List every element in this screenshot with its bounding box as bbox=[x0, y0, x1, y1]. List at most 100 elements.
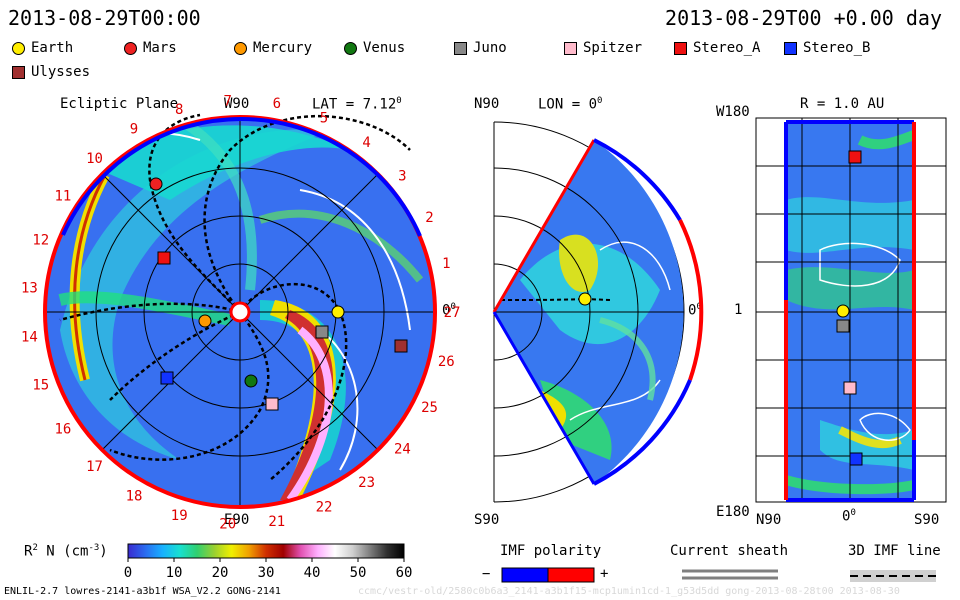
stereo-a-marker-icon bbox=[674, 41, 687, 55]
hour-label: 5 bbox=[320, 110, 328, 126]
meridional-panel bbox=[492, 121, 704, 503]
legend-ulysses: Ulysses bbox=[12, 64, 90, 80]
imf-line-title: 3D IMF line bbox=[848, 543, 941, 559]
map-x-mid-label: 00 bbox=[842, 508, 856, 525]
ulysses-marker-icon bbox=[12, 65, 25, 79]
map-r-label: R = 1.0 AU bbox=[800, 96, 885, 112]
colorbar-tick-label: 20 bbox=[212, 565, 229, 581]
map-x-left-label: N90 bbox=[756, 512, 782, 528]
map-top-left-label: W180 bbox=[716, 104, 750, 120]
legend-venus: Venus bbox=[344, 40, 405, 56]
imf-polarity-title: IMF polarity bbox=[500, 543, 602, 559]
run-path: ccmc/vestr-old/2580c0b6a3_2141-a3b1f15-m… bbox=[358, 586, 900, 597]
hour-label: 14 bbox=[21, 330, 38, 346]
legend-stereo-b: Stereo_B bbox=[784, 40, 870, 56]
hour-label: 10 bbox=[86, 151, 103, 167]
hour-label: 6 bbox=[273, 96, 281, 112]
earth-marker-icon bbox=[12, 41, 25, 55]
venus-marker-icon bbox=[344, 41, 357, 55]
map-panel bbox=[755, 117, 947, 503]
colorbar-tick-label: 30 bbox=[258, 565, 275, 581]
stereo-b-marker bbox=[160, 371, 174, 385]
meridional-top-label: N90 bbox=[474, 96, 500, 112]
map-mid-left-label: 1 bbox=[734, 302, 743, 318]
venus-marker bbox=[244, 374, 258, 388]
colorbar-strip bbox=[127, 543, 405, 559]
hour-label: 11 bbox=[54, 189, 71, 205]
hour-label: 18 bbox=[126, 489, 143, 505]
legend-stereo-a: Stereo_A bbox=[674, 40, 760, 56]
spitzer-marker bbox=[265, 397, 279, 411]
hour-label: 20 bbox=[219, 517, 236, 533]
hour-label: 7 bbox=[223, 93, 231, 109]
meridional-bottom-label: S90 bbox=[474, 512, 500, 528]
juno-marker-icon bbox=[454, 41, 467, 55]
ecliptic-border bbox=[43, 115, 437, 509]
meridional-right-label: 00 bbox=[688, 302, 702, 319]
hour-label: 19 bbox=[171, 508, 188, 524]
sun-icon bbox=[229, 301, 251, 323]
hour-label: 27 bbox=[444, 305, 461, 321]
hour-label: 4 bbox=[362, 135, 370, 151]
ecliptic-panel-title: Ecliptic Plane bbox=[60, 96, 179, 112]
imf-minus-label: − bbox=[482, 566, 491, 582]
hour-label: 3 bbox=[398, 169, 406, 185]
imf-negative-swatch bbox=[501, 567, 549, 583]
ecliptic-panel bbox=[43, 113, 437, 509]
hour-label: 22 bbox=[316, 500, 333, 516]
hour-label: 23 bbox=[358, 475, 375, 491]
legend-mars: Mars bbox=[124, 40, 177, 56]
mercury-marker-icon bbox=[234, 41, 247, 55]
ecliptic-right-label: 00 bbox=[442, 302, 456, 319]
map-bottom-left-label: E180 bbox=[716, 504, 750, 520]
colorbar-tick-label: 40 bbox=[304, 565, 321, 581]
mercury-marker bbox=[198, 314, 212, 328]
map-x-right-label: S90 bbox=[914, 512, 940, 528]
colorbar: 0 10 20 30 40 50 60 bbox=[124, 543, 413, 581]
colorbar-ticks: 0 10 20 30 40 50 60 bbox=[124, 558, 413, 581]
hour-label: 15 bbox=[32, 378, 49, 394]
ecliptic-bodies bbox=[149, 177, 408, 411]
imf-plus-label: + bbox=[600, 566, 609, 582]
time-offset: 2013-08-29T00 +0.00 day bbox=[665, 6, 942, 30]
hour-label: 8 bbox=[175, 102, 183, 118]
map-earth-marker bbox=[836, 304, 850, 318]
hour-label: 17 bbox=[86, 459, 103, 475]
timestamp: 2013-08-29T00:00 bbox=[8, 6, 201, 30]
map-stereo-a-marker bbox=[848, 150, 862, 164]
hour-label: 24 bbox=[394, 441, 411, 457]
hour-label: 12 bbox=[32, 233, 49, 249]
legend-juno: Juno bbox=[454, 40, 507, 56]
legend-mercury: Mercury bbox=[234, 40, 312, 56]
mars-marker-icon bbox=[124, 41, 137, 55]
colorbar-label: R2 N (cm-3) bbox=[24, 543, 108, 560]
legend-earth: Earth bbox=[12, 40, 73, 56]
stereo-b-marker-icon bbox=[784, 41, 797, 55]
colorbar-tick-label: 50 bbox=[350, 565, 367, 581]
colorbar-tick-label: 0 bbox=[124, 565, 132, 581]
colorbar-tick-label: 60 bbox=[396, 565, 413, 581]
imf-polarity-legend bbox=[501, 567, 595, 583]
hour-label: 9 bbox=[130, 121, 138, 137]
map-stereo-b-marker bbox=[849, 452, 863, 466]
legend-spitzer: Spitzer bbox=[564, 40, 642, 56]
hour-label: 25 bbox=[421, 400, 438, 416]
map-juno-marker bbox=[836, 319, 850, 333]
ecliptic-bottom-label: E90 bbox=[224, 512, 250, 528]
model-info: ENLIL-2.7 lowres-2141-a3b1f WSA_V2.2 GON… bbox=[4, 586, 281, 597]
hour-label: 2 bbox=[425, 210, 433, 226]
hour-label: 1 bbox=[442, 256, 450, 272]
colorbar-tick-label: 10 bbox=[166, 565, 183, 581]
ecliptic-top-label: W90 bbox=[224, 96, 250, 112]
meridional-lon-label: LON = 00 bbox=[538, 96, 603, 113]
ulysses-marker bbox=[394, 339, 408, 353]
stereo-a-marker bbox=[157, 251, 171, 265]
hour-label: 26 bbox=[438, 354, 455, 370]
hour-label: 13 bbox=[21, 280, 38, 296]
hour-label: 16 bbox=[54, 422, 71, 438]
imf-line-legend bbox=[850, 570, 936, 582]
ecliptic-lat-label: LAT = 7.120 bbox=[312, 96, 402, 113]
hour-label: 21 bbox=[268, 514, 285, 530]
